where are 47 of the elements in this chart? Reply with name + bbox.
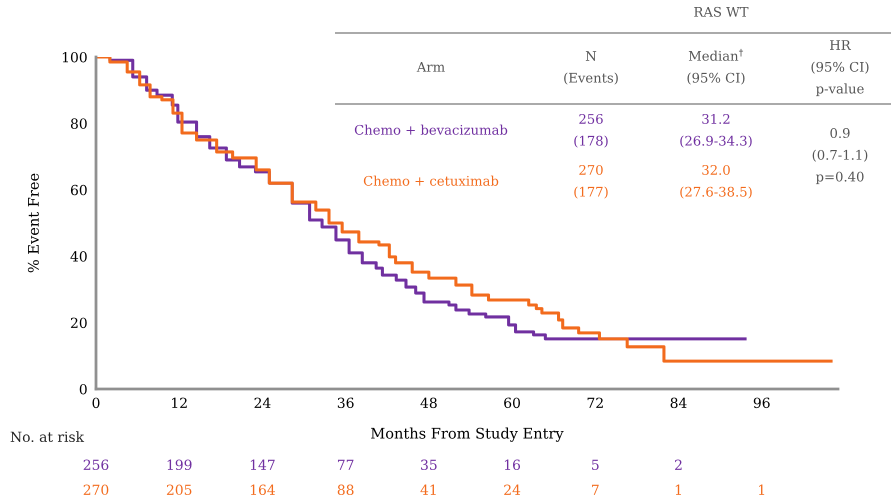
annotation: 270 (177)	[574, 164, 608, 199]
x-tick-label: 24	[254, 398, 271, 408]
x-tick-label: 0	[92, 398, 100, 408]
y-tick-label: 40	[70, 251, 87, 262]
text: 2	[675, 460, 682, 470]
text: 24	[504, 484, 520, 495]
x-tick-label: 48	[420, 398, 437, 408]
text: Chemo + cetuximab	[364, 176, 498, 186]
y-tick-label: 80	[70, 118, 87, 129]
y-tick-label: 20	[70, 318, 87, 328]
text: Chemo + bevacizumab	[354, 124, 508, 135]
text: 1	[676, 484, 681, 495]
text: 16	[504, 460, 520, 470]
text: 41	[420, 484, 436, 495]
text: 164	[250, 484, 275, 496]
text: 256	[84, 460, 108, 470]
y-axis-title: % Event Free	[28, 174, 39, 272]
text: 5	[592, 460, 599, 470]
x-axis-title: Months From Study Entry	[371, 427, 564, 442]
x-tick-label: 36	[338, 398, 354, 408]
annotation: 32.0 (27.6-38.5)	[680, 164, 752, 199]
x-tick-label: 60	[504, 398, 520, 408]
x-tick-label: 72	[588, 398, 603, 408]
annotation: Arm	[416, 62, 445, 72]
text: 7	[592, 484, 599, 495]
x-tick-label: 84	[670, 398, 687, 408]
annotation: 0.9 (0.7-1.1) p=0.40	[812, 128, 868, 184]
y-tick-label: 100	[62, 52, 87, 62]
text: 205	[166, 484, 192, 496]
x-tick-label: 12	[172, 398, 187, 408]
text: 88	[338, 484, 354, 496]
text: 77	[338, 460, 354, 470]
x-tick-label: 96	[754, 398, 770, 408]
text: No. at risk	[10, 431, 84, 442]
annotation: 31.2 (26.9-34.3)	[680, 114, 752, 148]
text: 147	[250, 460, 275, 470]
text: 199	[168, 460, 192, 470]
text: 270	[84, 484, 108, 496]
text: 35	[421, 460, 437, 470]
y-tick-label: 0	[80, 384, 87, 394]
text: 1	[758, 484, 764, 495]
annotation: 256 (178)	[574, 114, 608, 148]
annotation: HR (95% CI) p-value	[811, 40, 869, 96]
annotation: N (Events)	[564, 51, 618, 85]
y-tick-label: 60	[70, 184, 87, 196]
text: Median$^{†}$ (95% CI)	[687, 48, 745, 85]
text: RAS WT	[694, 6, 748, 17]
